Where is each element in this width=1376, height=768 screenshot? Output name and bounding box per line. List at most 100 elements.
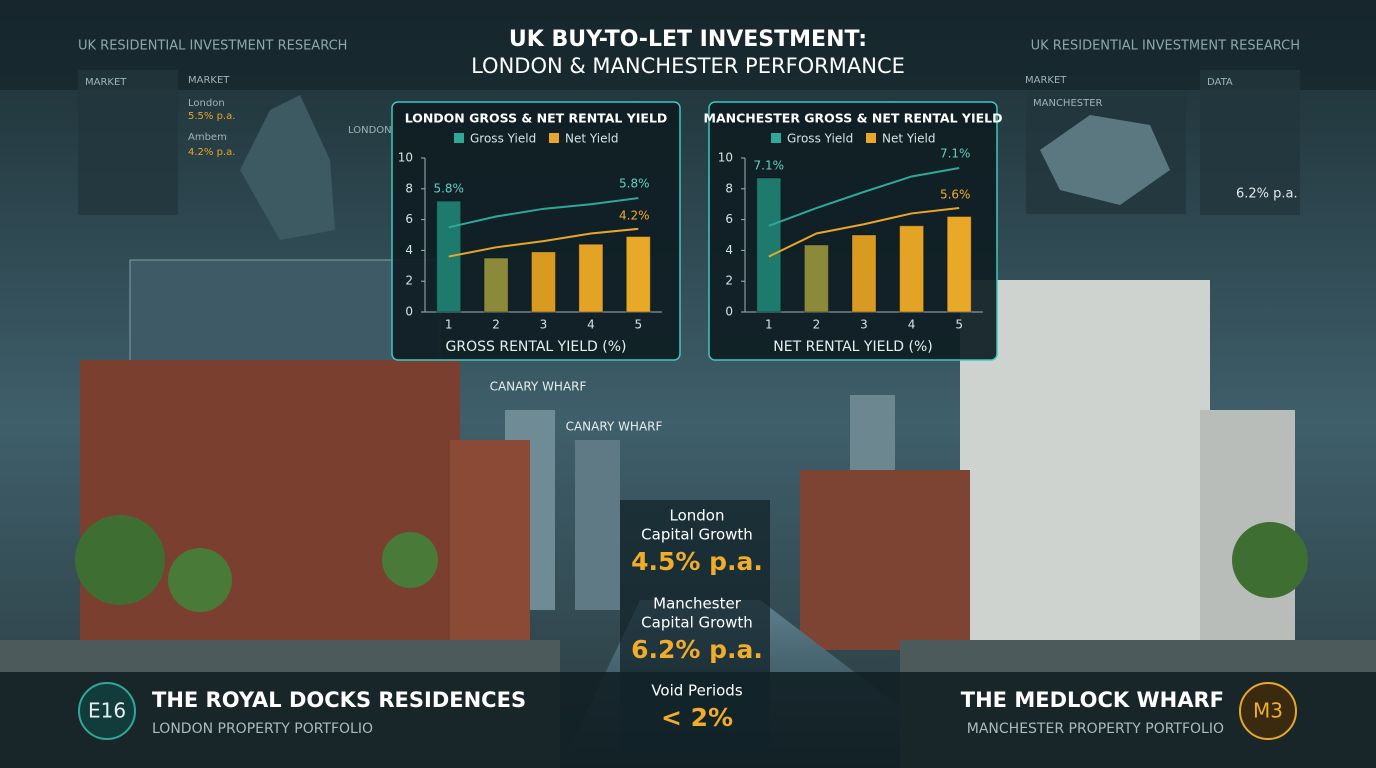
scene-label: CANARY WHARF	[490, 380, 587, 394]
x-axis-label: NET RENTAL YIELD (%)	[773, 339, 932, 355]
panel-heading: UK RESIDENTIAL INVESTMENT RESEARCH	[78, 39, 347, 54]
brick-building	[80, 360, 460, 660]
legend-marker	[866, 133, 876, 143]
chart-panel	[391, 101, 681, 361]
annotation: 4.2%	[619, 208, 650, 222]
top-band	[0, 0, 1376, 90]
x-tick-label: 2	[813, 318, 821, 332]
bar	[803, 244, 829, 313]
x-tick-label: 3	[540, 318, 548, 332]
bar	[578, 243, 604, 313]
y-tick-label: 4	[725, 243, 733, 257]
legend-label: Gross Yield	[787, 132, 853, 146]
bar	[531, 251, 556, 313]
x-tick-label: 1	[765, 318, 773, 332]
x-tick-label: 4	[908, 318, 916, 332]
market-label: MARKET	[85, 77, 127, 88]
legend-label: Net Yield	[882, 132, 935, 146]
line-series	[768, 167, 960, 227]
row-label: London	[188, 98, 225, 109]
bar	[899, 225, 925, 313]
subtitle: LONDON & MANCHESTER PERFORMANCE	[471, 54, 905, 78]
uk-map	[240, 95, 335, 240]
row-value: 4.2% p.a.	[188, 147, 235, 158]
stat-label: Manchester	[653, 595, 742, 613]
y-tick-label: 4	[405, 243, 413, 257]
bar	[946, 216, 972, 313]
stat-value: 6.2% p.a.	[631, 635, 763, 664]
manchester-map	[1040, 115, 1170, 205]
bar	[851, 234, 877, 313]
line-series	[448, 227, 639, 258]
stat-label: London	[670, 507, 725, 525]
property-subtitle: LONDON PROPERTY PORTFOLIO	[152, 721, 373, 737]
title: UK BUY-TO-LET INVESTMENT:	[509, 27, 867, 52]
annotation: 7.1%	[940, 147, 971, 161]
chart-panel	[708, 101, 998, 361]
y-tick-label: 2	[405, 274, 413, 288]
white-building	[960, 280, 1210, 660]
x-tick-label: 5	[955, 318, 963, 332]
badge	[1239, 682, 1297, 740]
brick-building	[450, 440, 530, 640]
stat-label: Void Periods	[651, 682, 743, 700]
market-label: MARKET	[1025, 75, 1067, 86]
x-tick-label: 2	[492, 318, 500, 332]
y-tick-label: 6	[405, 212, 413, 226]
x-tick-label: 5	[634, 318, 642, 332]
y-tick-label: 8	[725, 181, 733, 195]
badge-label: E16	[88, 699, 126, 723]
bar	[625, 236, 651, 313]
tree	[1232, 522, 1308, 598]
stat-label: Capital Growth	[641, 614, 753, 632]
y-tick-label: 8	[405, 181, 413, 195]
y-tick-label: 0	[725, 305, 733, 319]
glass-building	[129, 259, 441, 371]
annotation: 5.6%	[940, 188, 971, 202]
annotation: 7.1%	[754, 159, 785, 173]
scene-label: CANARY WHARF	[566, 420, 663, 434]
map-label: LONDON	[348, 125, 392, 136]
x-tick-label: 4	[587, 318, 595, 332]
badge	[78, 682, 136, 740]
y-tick-label: 10	[398, 151, 413, 165]
panel-heading: UK RESIDENTIAL INVESTMENT RESEARCH	[1031, 39, 1300, 54]
line-series	[768, 207, 960, 258]
chart-title: LONDON GROSS & NET RENTAL YIELD	[405, 111, 668, 126]
tower	[575, 440, 620, 610]
chart-title: MANCHESTER GROSS & NET RENTAL YIELD	[704, 111, 1003, 126]
legend-label: Gross Yield	[470, 132, 536, 146]
stat-value: < 2%	[661, 703, 733, 732]
y-tick-label: 6	[725, 212, 733, 226]
market-label: MARKET	[188, 75, 230, 86]
annotation: 5.8%	[619, 177, 650, 191]
legend-label: Net Yield	[565, 132, 618, 146]
legend-marker	[454, 133, 464, 143]
legend-marker	[771, 133, 781, 143]
side-stat: 6.2% p.a.	[1236, 187, 1298, 202]
x-tick-label: 3	[860, 318, 868, 332]
property-name: THE MEDLOCK WHARF	[961, 688, 1224, 712]
row-label: Ambem	[188, 132, 227, 143]
row-value: 5.5% p.a.	[188, 111, 235, 122]
x-tick-label: 1	[445, 318, 453, 332]
line-series	[448, 197, 639, 229]
stats-card	[620, 500, 770, 750]
x-axis-label: GROSS RENTAL YIELD (%)	[446, 339, 627, 355]
property-name: THE ROYAL DOCKS RESIDENCES	[152, 688, 526, 712]
map-label: MANCHESTER	[1033, 98, 1103, 109]
annotation: 5.8%	[433, 182, 464, 196]
brick-building	[800, 470, 970, 650]
side-card	[78, 70, 178, 215]
tree	[75, 515, 165, 605]
tree	[382, 532, 438, 588]
bar	[483, 257, 509, 313]
badge-label: M3	[1253, 699, 1283, 723]
side-card	[1200, 70, 1300, 215]
legend-marker	[549, 133, 559, 143]
bar	[756, 177, 782, 313]
y-tick-label: 10	[718, 151, 733, 165]
stat-value: 4.5% p.a.	[631, 547, 763, 576]
y-tick-label: 2	[725, 274, 733, 288]
